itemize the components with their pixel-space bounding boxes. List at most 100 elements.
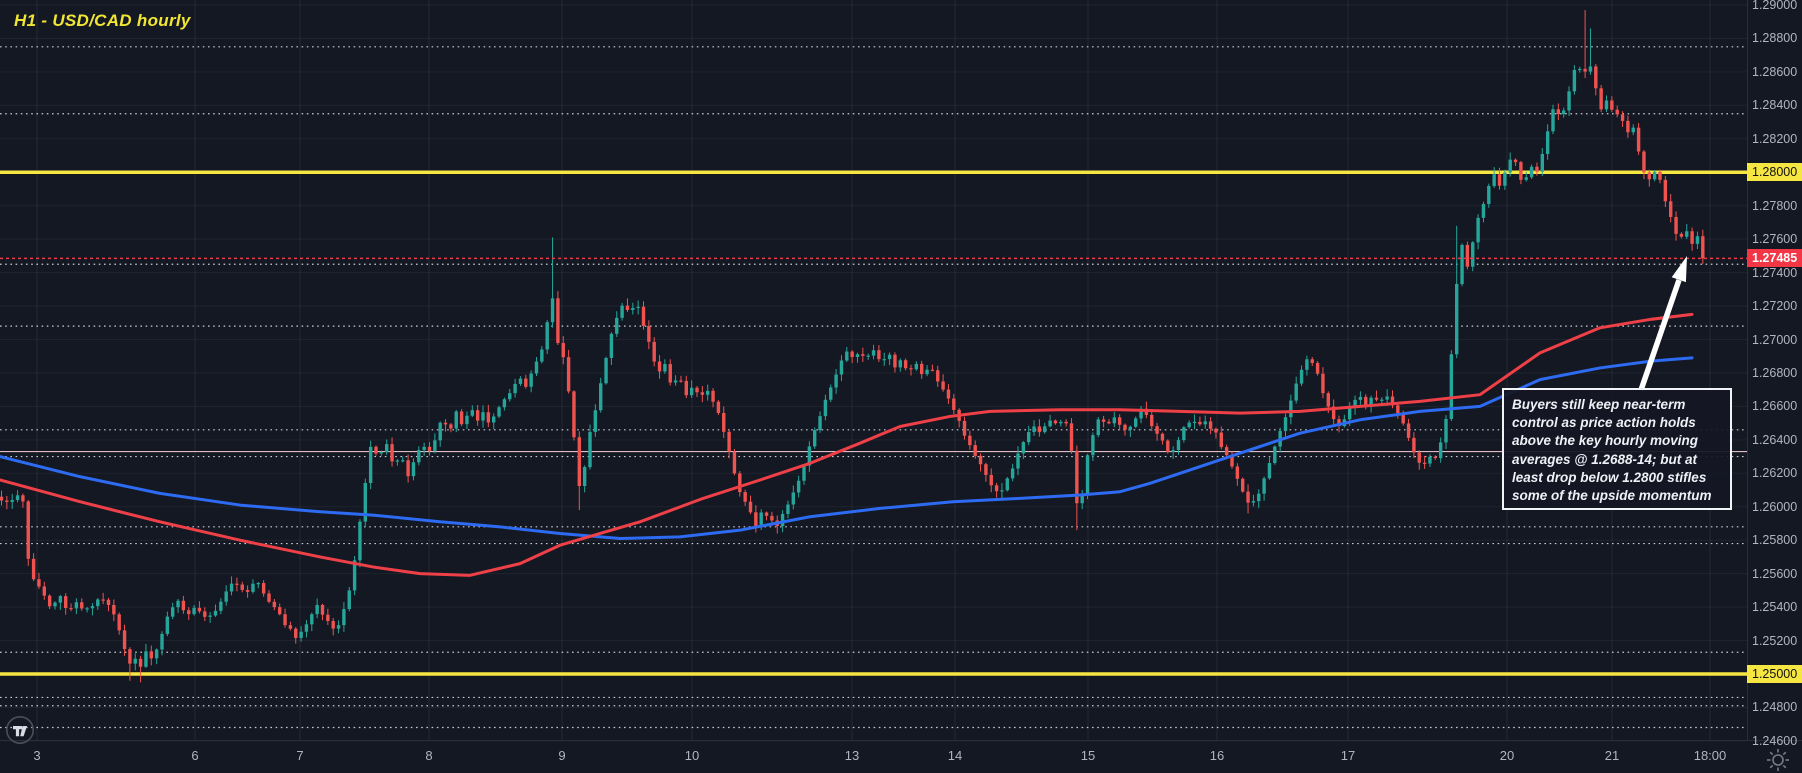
- time-label-7[interactable]: 7: [296, 748, 304, 763]
- candle-body: [759, 512, 763, 527]
- candle-body: [352, 560, 357, 591]
- candle-body: [1310, 359, 1314, 363]
- candle-body: [192, 607, 196, 615]
- candle-body: [235, 583, 239, 585]
- time-label-6[interactable]: 6: [191, 748, 199, 763]
- candle-body: [10, 500, 14, 502]
- time-label-3[interactable]: 3: [33, 748, 41, 763]
- candle-body: [1401, 413, 1405, 424]
- candle-body: [358, 521, 362, 561]
- candle-body: [1690, 231, 1694, 244]
- candle-body: [1299, 369, 1304, 384]
- candle-body: [903, 360, 908, 369]
- candle-body: [663, 364, 667, 372]
- candle-body: [989, 474, 993, 486]
- candle-body: [363, 483, 367, 522]
- candle-body: [1016, 453, 1020, 469]
- candle-body: [1101, 419, 1106, 422]
- candle-body: [1321, 373, 1325, 394]
- candle-body: [1246, 491, 1250, 503]
- time-label-17[interactable]: 17: [1340, 748, 1356, 763]
- ma-line-red[interactable]: [0, 312, 1694, 577]
- candle-body: [1422, 462, 1427, 464]
- candle-body: [203, 611, 207, 617]
- candle-body: [1476, 217, 1480, 243]
- candle-body: [154, 649, 159, 659]
- candle-body: [604, 357, 608, 384]
- sun-theme-icon[interactable]: [1765, 747, 1791, 773]
- candle-body: [1529, 166, 1534, 178]
- candle-body: [1620, 114, 1625, 121]
- tradingview-logo-icon[interactable]: [5, 715, 39, 749]
- candle-body: [1000, 490, 1004, 492]
- candle-body: [845, 351, 849, 361]
- candle-body: [1198, 421, 1202, 425]
- candle-body: [1128, 426, 1133, 430]
- candle-body: [245, 589, 250, 592]
- candle-body: [197, 607, 202, 612]
- candle-body: [716, 401, 721, 413]
- candle-body: [1096, 419, 1100, 436]
- candle-body: [122, 630, 127, 650]
- candle-body: [984, 464, 988, 475]
- time-label-21[interactable]: 21: [1604, 748, 1620, 763]
- candle-body: [1315, 362, 1320, 374]
- candle-body: [829, 387, 833, 400]
- candle-body: [1005, 478, 1009, 491]
- candle-body: [791, 492, 795, 505]
- candle-body: [21, 495, 25, 502]
- candle-body: [459, 411, 464, 425]
- candle-body: [1626, 120, 1630, 133]
- candle-body: [524, 378, 528, 387]
- candle-body: [1107, 421, 1111, 424]
- time-label-20[interactable]: 20: [1499, 748, 1515, 763]
- candle-body: [401, 460, 405, 462]
- candle-body: [422, 446, 426, 451]
- candle-body: [1615, 109, 1619, 115]
- candle-body: [582, 467, 587, 487]
- annotation-box[interactable]: Buyers still keep near-term control as p…: [1502, 388, 1732, 510]
- candle-body: [566, 357, 571, 392]
- candle-body: [1010, 468, 1015, 479]
- candle-body: [1203, 421, 1207, 425]
- time-label-18:00[interactable]: 18:00: [1693, 748, 1727, 763]
- candle-body: [1663, 179, 1668, 202]
- candle-body: [15, 495, 20, 501]
- candle-body: [668, 364, 672, 383]
- candle-body: [5, 500, 9, 502]
- price-tick-label: 1.25600: [1752, 566, 1798, 581]
- candle-body: [1604, 100, 1609, 110]
- candle-body: [1471, 242, 1475, 267]
- time-label-16[interactable]: 16: [1209, 748, 1225, 763]
- candle-body: [1669, 201, 1673, 217]
- time-label-10[interactable]: 10: [684, 748, 700, 763]
- time-label-15[interactable]: 15: [1080, 748, 1096, 763]
- candle-body: [518, 378, 523, 384]
- candle-body: [294, 628, 298, 638]
- candle-body: [1043, 426, 1047, 433]
- candle-body: [706, 390, 710, 395]
- candle-body: [1701, 236, 1705, 259]
- ma-line-blue[interactable]: [0, 356, 1694, 541]
- candle-body: [1513, 159, 1518, 163]
- time-label-8[interactable]: 8: [425, 748, 433, 763]
- candle-body: [208, 615, 212, 617]
- candle-body: [326, 614, 330, 622]
- candle-body: [492, 416, 496, 423]
- candle-body: [165, 616, 170, 634]
- annotation-arrow-shaft[interactable]: [1638, 279, 1682, 391]
- candle-body: [272, 601, 277, 608]
- candle-body: [689, 387, 694, 396]
- time-label-9[interactable]: 9: [558, 748, 566, 763]
- candle-body: [379, 452, 384, 454]
- candle-body: [470, 410, 474, 416]
- candle-body: [572, 391, 576, 438]
- time-label-14[interactable]: 14: [947, 748, 963, 763]
- candle-body: [652, 341, 656, 362]
- candle-body: [299, 631, 303, 638]
- time-label-13[interactable]: 13: [844, 748, 860, 763]
- candle-body: [1385, 396, 1389, 400]
- price-tag-current: 1.27485: [1747, 249, 1802, 268]
